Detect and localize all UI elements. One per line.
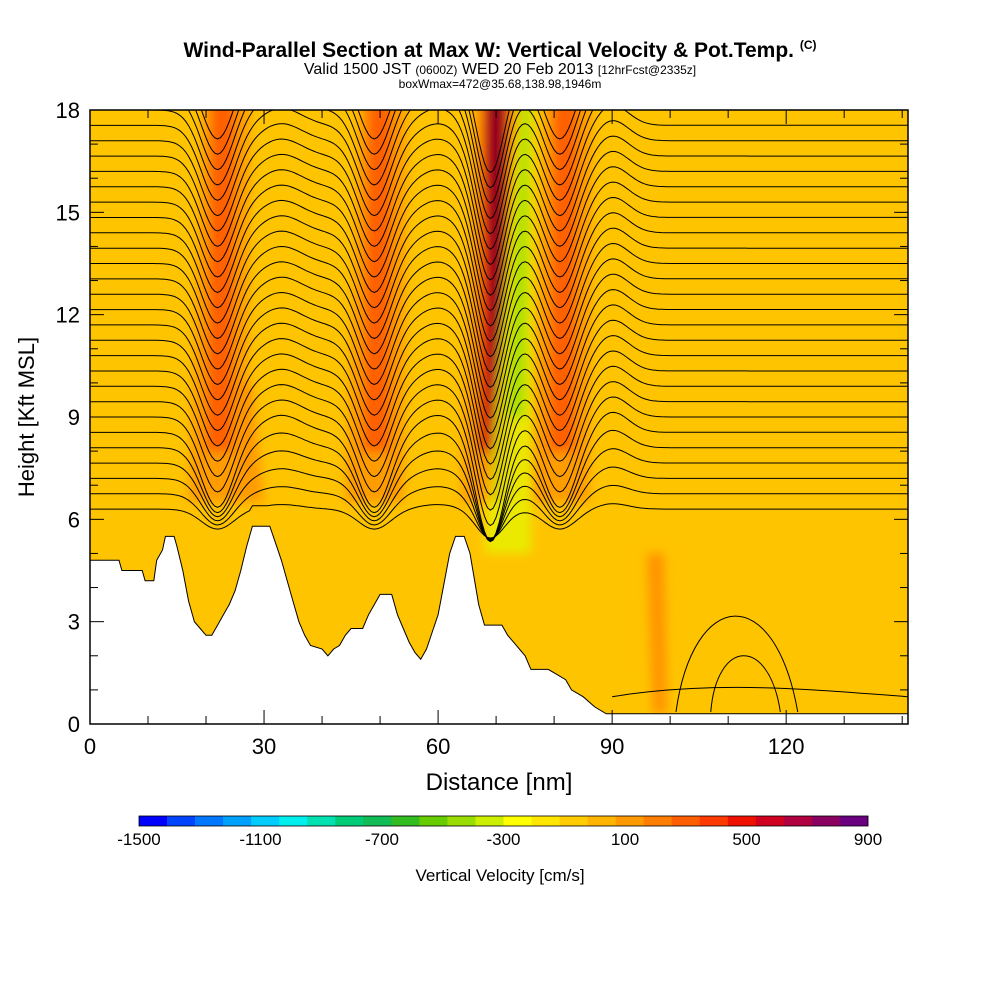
plot-area bbox=[90, 110, 908, 724]
isentrope-line bbox=[90, 448, 908, 542]
colorbar-swatch bbox=[503, 816, 532, 826]
colorbar-tick-label: -1500 bbox=[117, 830, 160, 849]
isentrope-line bbox=[90, 110, 908, 220]
isentrope-line bbox=[90, 227, 908, 358]
colorbar-swatch bbox=[559, 816, 588, 826]
isentrope-line bbox=[200, 110, 577, 174]
isentrope-line bbox=[90, 289, 908, 419]
x-tick-label: 60 bbox=[426, 734, 450, 759]
colorbar-tick-label: 900 bbox=[854, 830, 882, 849]
colorbar-tick-label: 100 bbox=[611, 830, 639, 849]
isentrope-line bbox=[90, 150, 908, 281]
low-level-contour bbox=[612, 686, 908, 698]
colorbar-swatch bbox=[615, 816, 644, 826]
isentrope-line bbox=[90, 411, 908, 542]
colorbar: -1500 -1100 -700 -300 100 500 900 Vertical Velo… bbox=[117, 815, 882, 885]
colorbar-swatch bbox=[391, 816, 420, 826]
x-tick-label: 120 bbox=[768, 734, 805, 759]
box-info: boxWmax=472@35.68,138.98,1946m bbox=[398, 77, 602, 91]
isentrope-line bbox=[90, 110, 908, 235]
colorbar-swatch bbox=[783, 816, 813, 826]
colorbar-swatch bbox=[755, 816, 785, 826]
y-tick-label: 18 bbox=[56, 98, 80, 123]
lee-updraft-low-2 bbox=[235, 382, 264, 503]
colorbar-swatch bbox=[307, 816, 336, 826]
terrain-profile bbox=[90, 525, 908, 724]
colorbar-swatch bbox=[195, 816, 224, 826]
low-level-contour bbox=[675, 615, 799, 713]
colorbar-swatch bbox=[475, 816, 504, 826]
colorbar-tick-label: -700 bbox=[365, 830, 399, 849]
colorbar-swatch bbox=[419, 816, 448, 826]
chart-title: Wind-Parallel Section at Max W: Vertical… bbox=[183, 38, 817, 62]
isentrope-line bbox=[90, 166, 908, 296]
isentrope-line bbox=[90, 196, 908, 327]
x-axis-label: Distance [nm] bbox=[426, 769, 573, 796]
y-tick-label: 3 bbox=[68, 610, 80, 635]
isentrope-line bbox=[90, 466, 908, 541]
isentrope-line bbox=[90, 135, 908, 266]
colorbar-swatch bbox=[643, 816, 673, 826]
forecast-info: [12hrFcst@2335z] bbox=[597, 63, 697, 77]
colorbar-swatch bbox=[811, 816, 841, 826]
isentrope-line bbox=[90, 319, 908, 450]
colorbar-tick-label: -300 bbox=[486, 830, 520, 849]
copyright-mark: (C) bbox=[799, 38, 817, 52]
colorbar-swatch bbox=[363, 816, 392, 826]
isentrope-line bbox=[187, 110, 587, 204]
isentrope-line bbox=[90, 396, 908, 527]
colorbar-frame bbox=[138, 815, 869, 827]
isentrope-line bbox=[90, 242, 908, 373]
x-tick-label: 90 bbox=[600, 734, 624, 759]
isentrope-line bbox=[90, 484, 908, 540]
colorbar-swatch bbox=[279, 816, 308, 826]
isentrope-line bbox=[90, 120, 908, 250]
isentrope-line bbox=[90, 304, 908, 435]
y-tick-label: 12 bbox=[56, 303, 80, 328]
isentrope-line bbox=[90, 335, 908, 465]
chart-subtitle: Valid 1500 JST (0600Z) WED 20 Feb 2013 [… bbox=[303, 61, 697, 78]
isentrope-line bbox=[90, 273, 908, 404]
isentrope-line bbox=[90, 365, 908, 496]
colorbar-swatch bbox=[223, 816, 252, 826]
colorbar-swatch bbox=[447, 816, 476, 826]
y-tick-label: 9 bbox=[68, 405, 80, 430]
x-tick-label: 0 bbox=[84, 734, 96, 759]
isentrope-line bbox=[90, 503, 908, 539]
isentrope-line bbox=[90, 181, 908, 312]
colorbar-swatch bbox=[727, 816, 757, 826]
colorbar-swatch bbox=[167, 816, 196, 826]
isentrope-line bbox=[90, 350, 908, 481]
lee-updraft-low bbox=[646, 553, 668, 714]
colorbar-swatch bbox=[671, 816, 701, 826]
y-axis-label: Height [Kft MSL] bbox=[14, 337, 39, 497]
y-tick-label: 15 bbox=[56, 200, 80, 225]
colorbar-swatch bbox=[699, 816, 729, 826]
axes: 0 30 60 90 120 0 3 6 9 12 15 18 Distance [nm] Height … bbox=[14, 98, 908, 796]
colorbar-swatch bbox=[531, 816, 560, 826]
isentrope-line bbox=[90, 381, 908, 511]
colorbar-swatch bbox=[335, 816, 364, 826]
colorbar-tick-label: 500 bbox=[732, 830, 760, 849]
isentrope-line bbox=[90, 258, 908, 388]
colorbar-swatch bbox=[251, 816, 280, 826]
colorbar-tick-label: -1100 bbox=[239, 830, 281, 849]
y-tick-label: 6 bbox=[68, 507, 80, 532]
colorbar-swatch bbox=[839, 816, 869, 826]
isentrope-line bbox=[90, 429, 908, 543]
isentrope-line bbox=[195, 110, 582, 189]
isentrope-contours bbox=[90, 110, 908, 713]
x-tick-label: 30 bbox=[252, 734, 276, 759]
colorbar-swatch bbox=[139, 816, 168, 826]
colorbar-swatch bbox=[587, 816, 616, 826]
y-tick-label: 0 bbox=[68, 712, 80, 737]
valid-zulu: (0600Z) bbox=[415, 63, 458, 77]
colorbar-label: Vertical Velocity [cm/s] bbox=[415, 866, 584, 885]
isentrope-line bbox=[90, 212, 908, 342]
